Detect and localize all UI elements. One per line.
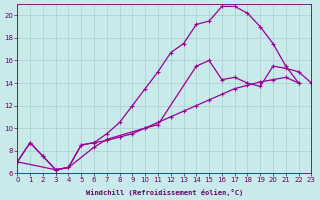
X-axis label: Windchill (Refroidissement éolien,°C): Windchill (Refroidissement éolien,°C): [86, 189, 243, 196]
